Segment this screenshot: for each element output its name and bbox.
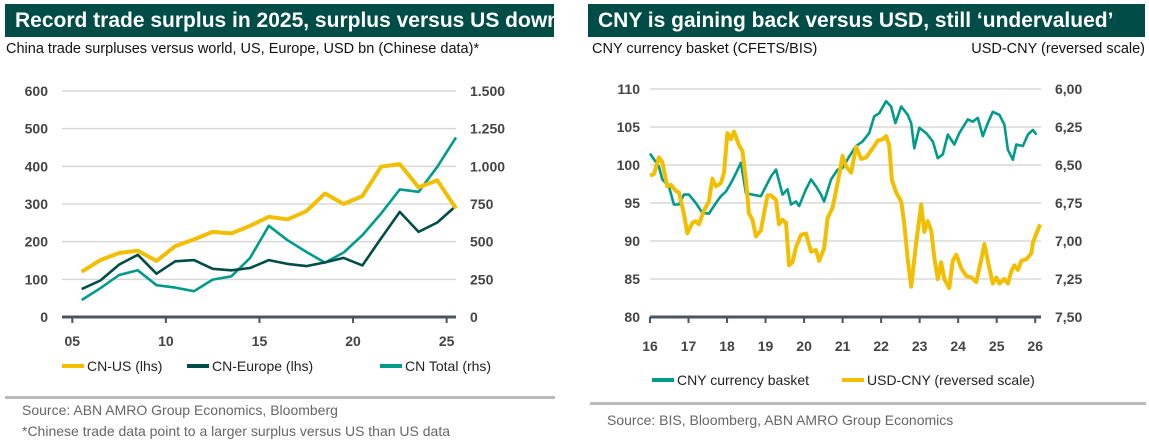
- left-divider: [5, 396, 555, 399]
- legend-label-1: CNY currency basket: [677, 372, 809, 388]
- x-tick-label: 20: [796, 338, 812, 354]
- right-source: Source: BIS, Bloomberg, ABN AMRO Group E…: [607, 412, 954, 428]
- right-chart-subtitle-right: USD-CNY (reversed scale): [971, 41, 1145, 57]
- y-left-tick-label: 110: [617, 81, 640, 97]
- right-divider: [590, 402, 1146, 405]
- y-left-tick-label: 300: [25, 196, 49, 212]
- right-chart-subtitle-left: CNY currency basket (CFETS/BIS): [592, 41, 818, 57]
- y-right-tick-label: 1.000: [470, 158, 505, 174]
- y-right-tick-label: 7,00: [1055, 233, 1082, 249]
- x-tick-label: 15: [252, 333, 268, 349]
- x-tick-label: 19: [758, 338, 774, 354]
- series-line-3: [80, 162, 458, 274]
- y-right-tick-label: 1.250: [470, 121, 505, 137]
- y-right-tick-label: 6,00: [1055, 81, 1082, 97]
- y-right-tick-label: 7,50: [1055, 309, 1082, 325]
- legend-label-1: CN Total (rhs): [405, 358, 491, 374]
- series-line-1: [81, 136, 458, 302]
- y-right-tick-label: 1.500: [470, 83, 505, 99]
- x-tick-label: 10: [158, 333, 174, 349]
- x-tick-label: 25: [439, 333, 455, 349]
- series-line-2: [81, 204, 457, 291]
- legend-label-2: USD-CNY (reversed scale): [867, 372, 1035, 388]
- legend-label-2: CN-Europe (lhs): [212, 358, 313, 374]
- left-chart-title: Record trade surplus in 2025, surplus ve…: [5, 4, 560, 37]
- x-tick-label: 17: [681, 338, 697, 354]
- legend-label-3: CN-US (lhs): [87, 358, 162, 374]
- y-right-tick-label: 0: [470, 309, 478, 325]
- left-source: Source: ABN AMRO Group Economics, Bloomb…: [22, 402, 338, 418]
- y-left-tick-label: 500: [25, 121, 49, 137]
- y-left-tick-label: 200: [25, 234, 49, 250]
- x-tick-label: 21: [835, 338, 851, 354]
- y-right-tick-label: 500: [470, 234, 494, 250]
- series-line-2: [649, 129, 1043, 291]
- left-chart-subtitle: China trade surpluses versus world, US, …: [6, 41, 480, 57]
- series-line-1: [648, 99, 1038, 215]
- y-left-tick-label: 600: [25, 83, 49, 99]
- x-tick-label: 16: [642, 338, 658, 354]
- x-tick-label: 24: [950, 338, 966, 354]
- y-left-tick-label: 80: [624, 309, 640, 325]
- x-tick-label: 20: [345, 333, 361, 349]
- y-left-tick-label: 0: [40, 309, 48, 325]
- x-tick-label: 05: [65, 333, 81, 349]
- x-tick-label: 18: [719, 338, 735, 354]
- y-left-tick-label: 100: [25, 271, 49, 287]
- y-left-tick-label: 400: [25, 158, 49, 174]
- y-right-tick-label: 7,25: [1055, 271, 1082, 287]
- y-left-tick-label: 105: [617, 119, 641, 135]
- y-left-tick-label: 95: [624, 195, 640, 211]
- y-left-tick-label: 90: [624, 233, 640, 249]
- x-tick-label: 23: [912, 338, 928, 354]
- y-left-tick-label: 100: [617, 157, 641, 173]
- y-left-tick-label: 85: [624, 271, 640, 287]
- y-right-tick-label: 250: [470, 271, 494, 287]
- y-right-tick-label: 6,75: [1055, 195, 1082, 211]
- y-right-tick-label: 6,50: [1055, 157, 1082, 173]
- x-tick-label: 26: [1027, 338, 1043, 354]
- left-footnote: *Chinese trade data point to a larger su…: [22, 423, 451, 439]
- y-right-tick-label: 750: [470, 196, 494, 212]
- y-right-tick-label: 6,25: [1055, 119, 1082, 135]
- x-tick-label: 22: [873, 338, 889, 354]
- x-tick-label: 25: [989, 338, 1005, 354]
- right-chart-title: CNY is gaining back versus USD, still ‘u…: [588, 4, 1145, 37]
